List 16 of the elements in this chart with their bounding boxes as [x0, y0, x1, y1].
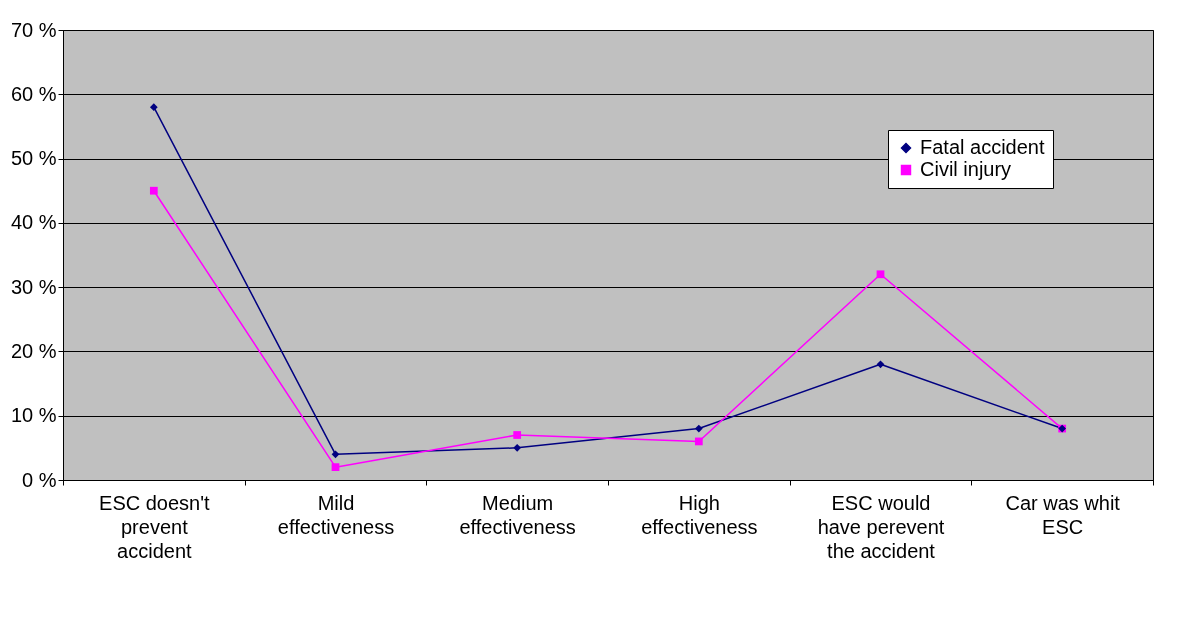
- x-tick-label: Medium effectiveness: [459, 491, 576, 538]
- x-tick-label: Mild effectiveness: [277, 491, 395, 538]
- y-tick-label: 30 %: [10, 275, 57, 298]
- x-tick-label: Car was whit ESC: [1005, 491, 1121, 538]
- y-tick-label: 20 %: [10, 339, 57, 362]
- y-tick-label: 60 %: [10, 82, 57, 105]
- legend-label: Civil injury: [920, 158, 1012, 180]
- x-tick-label: ESC doesn't prevent accident: [99, 491, 211, 562]
- y-tick-label: 10 %: [10, 404, 57, 427]
- legend-label: Fatal accident: [920, 136, 1045, 158]
- y-tick-label: 0 %: [22, 468, 57, 491]
- y-tick-label: 70 %: [10, 18, 57, 41]
- y-tick-label: 50 %: [10, 147, 57, 170]
- x-tick-label: ESC would have perevent the accident: [817, 491, 945, 562]
- x-tick-label: High effectiveness: [641, 491, 758, 538]
- y-tick-label: 40 %: [10, 211, 57, 234]
